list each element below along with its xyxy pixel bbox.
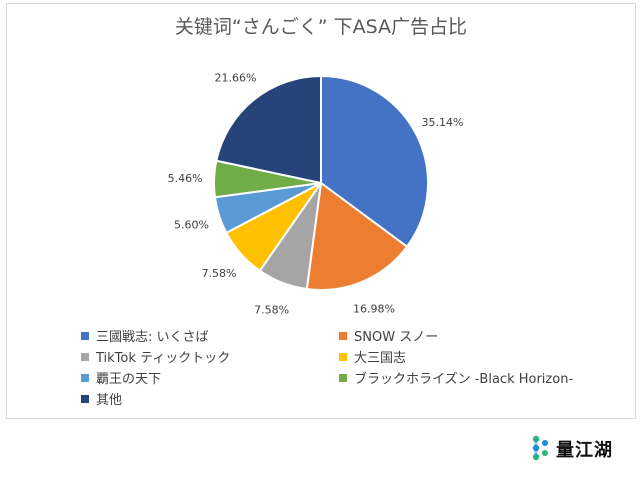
pie-slice-1 — [305, 181, 409, 291]
legend-item-0: 三國戦志: いくさば — [81, 326, 209, 345]
legend-label: 三國戦志: いくさば — [96, 330, 209, 345]
chart-title: 关键词“さんごく” 下ASA广告占比 — [174, 16, 468, 38]
legend-label: 大三国志 — [354, 351, 407, 366]
legend-item-6: 其他 — [81, 389, 122, 408]
legend-swatch — [81, 352, 89, 361]
legend-label: SNOW スノー — [354, 330, 439, 345]
pie-chart: 35.14% 16.98% 7.58% 7.58% 5.60% 5.46% 21.66% — [168, 71, 464, 317]
data-label-6: 21.66% — [214, 71, 256, 84]
legend-item-5: ブラックホライズン -Black Horizon- — [339, 368, 573, 387]
pie-slice-0 — [320, 74, 429, 249]
legend-item-2: TikTok ティックトック — [81, 347, 230, 366]
legend-swatch — [339, 352, 347, 361]
legend-item-1: SNOW スノー — [339, 326, 438, 345]
data-label-2: 7.58% — [254, 304, 289, 317]
legend-label: TikTok ティックトック — [96, 351, 231, 366]
data-label-5: 5.46% — [168, 172, 203, 185]
data-label-4: 5.60% — [174, 218, 209, 231]
legend-swatch — [81, 331, 89, 340]
legend-swatch — [81, 394, 89, 403]
brand-name: 量江湖 — [556, 440, 613, 461]
data-label-1: 16.98% — [353, 302, 395, 315]
chart-frame: 关键词“さんごく” 下ASA广告占比 35.14% 16.98% 7.58% 7.58… — [6, 3, 636, 419]
legend-label: 其他 — [96, 393, 123, 408]
brand-logo-icon — [532, 435, 548, 461]
data-label-0: 35.14% — [421, 116, 463, 129]
data-label-3: 7.58% — [202, 267, 237, 280]
legend-swatch — [81, 373, 89, 382]
pie-slice-6 — [215, 74, 322, 185]
legend-label: 覇王の天下 — [96, 372, 162, 387]
brand-logo: 量江湖 — [530, 432, 613, 466]
legend-swatch — [339, 331, 347, 340]
legend-item-3: 大三国志 — [339, 347, 406, 366]
legend-label: ブラックホライズン -Black Horizon- — [354, 372, 574, 387]
legend-item-4: 覇王の天下 — [81, 368, 161, 387]
legend-swatch — [339, 373, 347, 382]
